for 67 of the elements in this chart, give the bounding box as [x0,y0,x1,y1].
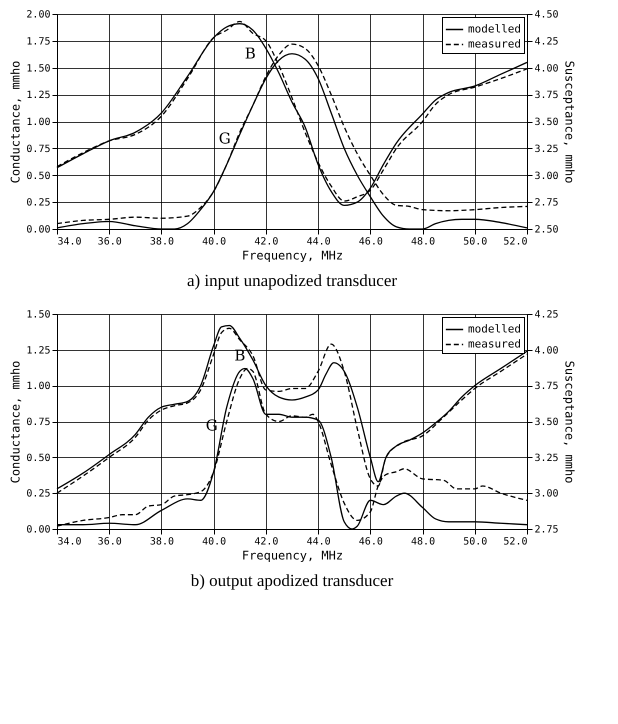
y-axis-title: Conductance, mmho [8,360,22,484]
legend-label: measured [468,38,521,50]
y-tick-label: 1.50 [26,310,50,320]
y2-axis-title: Susceptance, mmho [562,360,577,484]
text: b) output apodized transducer [190,571,394,590]
legend-label: modelled [468,322,521,336]
y2-tick-label: 4.50 [534,10,559,20]
legend-label: measured [468,338,521,350]
y2-tick-label: 2.50 [534,224,559,236]
x-tick-label: 40.0 [202,536,226,548]
x-tick-label: 52.0 [503,536,528,548]
annotation: B [234,346,246,364]
y2-tick-label: 3.25 [534,452,559,464]
y2-tick-label: 3.75 [534,90,559,102]
text: a) input unapodized transducer [186,271,398,290]
y2-tick-label: 3.50 [534,417,559,428]
x-tick-label: 34.0 [58,536,82,548]
y-tick-label: 1.00 [26,117,50,128]
x-tick-label: 46.0 [358,236,383,248]
y-axis-title: Conductance, mmho [8,60,22,184]
y-tick-label: 1.25 [26,345,50,356]
y-tick-label: 0.50 [26,170,50,182]
y-tick-label: 1.75 [26,36,50,48]
x-tick-label: 46.0 [358,536,383,548]
annotation: G [218,129,231,148]
x-tick-label: 44.0 [306,536,331,548]
y2-tick-label: 3.00 [534,170,559,182]
x-tick-label: 44.0 [306,236,331,248]
y-tick-label: 1.00 [26,381,50,392]
y-tick-label: 1.25 [26,90,50,102]
x-tick-label: 48.0 [411,536,436,548]
y2-tick-label: 2.75 [534,524,559,536]
y-tick-label: 0.00 [26,524,50,536]
y-tick-label: 0.25 [26,488,50,500]
y-tick-label: 1.50 [26,63,50,74]
x-tick-label: 50.0 [463,236,488,248]
y2-tick-label: 4.00 [534,345,559,356]
x-axis-title: Frequency, MHz [242,248,344,262]
x-tick-label: 48.0 [411,236,436,248]
y2-axis-title: Susceptance, mmho [562,60,577,184]
legend-label: modelled [468,22,521,36]
x-tick-label: 36.0 [98,236,122,248]
y-tick-label: 2.00 [26,10,50,20]
x-tick-label: 52.0 [503,236,528,248]
y-tick-label: 0.75 [26,417,50,428]
x-tick-label: 36.0 [98,536,122,548]
y-tick-label: 0.75 [26,144,50,155]
y-tick-label: 0.50 [26,452,50,464]
y2-tick-label: 3.75 [534,381,559,392]
x-tick-label: 42.0 [254,536,278,548]
x-tick-label: 50.0 [463,536,488,548]
y2-tick-label: 4.25 [534,310,559,320]
x-tick-label: 38.0 [150,236,174,248]
x-tick-label: 40.0 [202,236,226,248]
y2-tick-label: 3.00 [534,488,559,500]
annotation: B [244,44,256,63]
y2-tick-label: 4.25 [534,36,559,48]
x-axis-title: Frequency, MHz [242,548,344,562]
y-tick-label: 0.00 [26,224,50,236]
x-tick-label: 34.0 [58,236,82,248]
y2-tick-label: 3.25 [534,144,559,155]
y2-tick-label: 4.00 [534,63,559,74]
y2-tick-label: 3.50 [534,117,559,128]
x-tick-label: 38.0 [150,536,174,548]
y-tick-label: 0.25 [26,198,50,209]
y2-tick-label: 2.75 [534,198,559,209]
x-tick-label: 42.0 [254,236,278,248]
